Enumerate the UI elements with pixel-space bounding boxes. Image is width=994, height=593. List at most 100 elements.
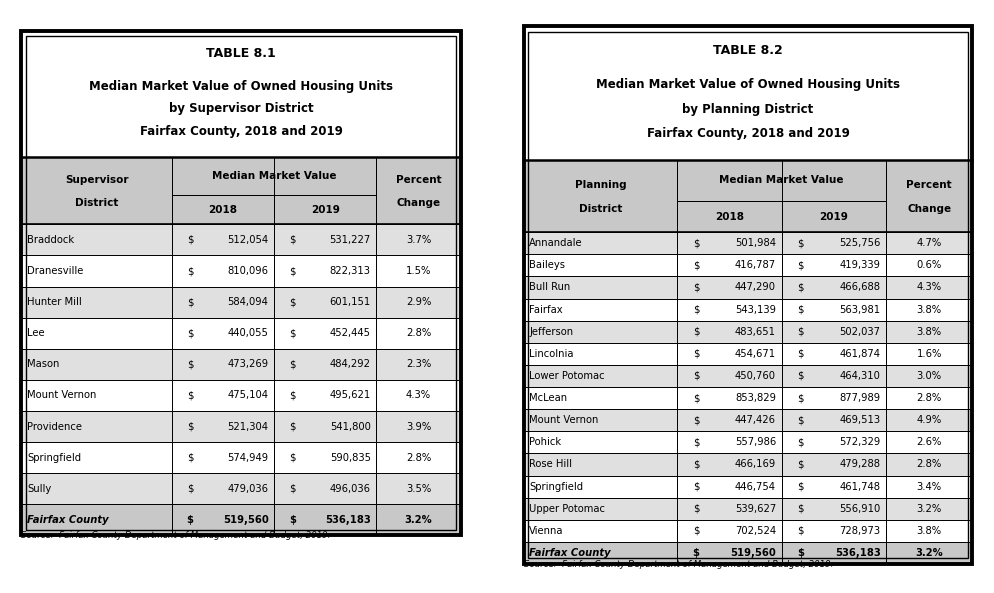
Text: $: $ [693, 238, 699, 248]
Text: $: $ [797, 526, 804, 536]
Bar [781, 498, 887, 520]
Bar [887, 321, 972, 343]
Text: $: $ [797, 482, 804, 492]
Bar [22, 349, 172, 380]
Text: Fairfax County: Fairfax County [27, 515, 108, 525]
Bar [887, 409, 972, 431]
Text: Baileys: Baileys [530, 260, 566, 270]
Text: Pohick: Pohick [530, 438, 562, 447]
Text: 728,973: 728,973 [840, 526, 881, 536]
Bar [887, 476, 972, 498]
Text: $: $ [797, 438, 804, 447]
Bar [172, 318, 274, 349]
Bar [172, 349, 274, 380]
Text: 536,183: 536,183 [325, 515, 371, 525]
Bar [172, 473, 274, 505]
Text: District: District [579, 204, 622, 214]
Text: $: $ [693, 438, 699, 447]
Text: 475,104: 475,104 [228, 390, 268, 400]
Bar [377, 224, 460, 256]
Bar [887, 387, 972, 409]
Bar [524, 160, 677, 232]
Text: $: $ [187, 390, 193, 400]
Text: 479,288: 479,288 [840, 460, 881, 470]
Bar [274, 318, 377, 349]
Text: $: $ [797, 349, 804, 359]
Bar [22, 411, 172, 442]
Text: 539,627: 539,627 [735, 503, 776, 514]
Text: $: $ [289, 235, 295, 245]
Text: $: $ [797, 305, 804, 315]
Bar [781, 201, 887, 232]
Text: $: $ [289, 297, 295, 307]
Bar [22, 505, 172, 535]
Bar [677, 201, 781, 232]
Text: Lee: Lee [27, 329, 45, 338]
Text: Change: Change [908, 204, 951, 214]
Text: 3.7%: 3.7% [406, 235, 431, 245]
Text: 557,986: 557,986 [735, 438, 776, 447]
Bar [524, 365, 677, 387]
Text: $: $ [187, 329, 193, 338]
Text: $: $ [289, 484, 295, 494]
Text: $: $ [289, 390, 295, 400]
Text: Bull Run: Bull Run [530, 282, 571, 292]
Text: $: $ [187, 297, 193, 307]
Bar [524, 498, 677, 520]
Text: Hunter Mill: Hunter Mill [27, 297, 82, 307]
Bar [524, 321, 677, 343]
Bar [887, 431, 972, 454]
Text: Springfield: Springfield [530, 482, 583, 492]
Text: 574,949: 574,949 [228, 452, 268, 463]
Text: 4.9%: 4.9% [916, 415, 942, 425]
Text: 536,183: 536,183 [835, 548, 881, 558]
Text: 601,151: 601,151 [330, 297, 371, 307]
Text: 2.6%: 2.6% [916, 438, 942, 447]
Bar [377, 505, 460, 535]
Bar [377, 349, 460, 380]
Bar [274, 256, 377, 286]
Text: 0.6%: 0.6% [916, 260, 942, 270]
Bar [377, 157, 460, 224]
Text: $: $ [289, 422, 295, 432]
Bar [781, 321, 887, 343]
Text: $: $ [289, 452, 295, 463]
Text: District: District [75, 197, 118, 208]
Text: 3.9%: 3.9% [406, 422, 431, 432]
Text: 2.8%: 2.8% [916, 460, 942, 470]
Text: 4.3%: 4.3% [916, 282, 942, 292]
Text: 502,037: 502,037 [840, 327, 881, 337]
Bar [524, 476, 677, 498]
Bar [524, 542, 677, 564]
Bar [887, 276, 972, 298]
Bar [677, 409, 781, 431]
Bar [172, 224, 274, 256]
Text: $: $ [797, 393, 804, 403]
Text: Mason: Mason [27, 359, 60, 369]
Text: 519,560: 519,560 [223, 515, 268, 525]
Text: 447,290: 447,290 [735, 282, 776, 292]
Text: 2019: 2019 [311, 205, 340, 215]
Bar [274, 505, 377, 535]
Text: $: $ [289, 266, 295, 276]
Bar [274, 442, 377, 473]
Text: 519,560: 519,560 [731, 548, 776, 558]
Bar [887, 298, 972, 321]
Text: TABLE 8.1: TABLE 8.1 [206, 47, 276, 60]
Text: $: $ [693, 393, 699, 403]
Text: $: $ [289, 359, 295, 369]
Text: 4.7%: 4.7% [916, 238, 942, 248]
Text: 466,688: 466,688 [840, 282, 881, 292]
Bar [887, 542, 972, 564]
Bar [677, 276, 781, 298]
Text: 450,760: 450,760 [735, 371, 776, 381]
Text: 1.5%: 1.5% [406, 266, 431, 276]
Bar [887, 160, 972, 232]
Bar [677, 431, 781, 454]
Text: 3.2%: 3.2% [915, 548, 943, 558]
Text: Fairfax County, 2018 and 2019: Fairfax County, 2018 and 2019 [646, 127, 850, 139]
Text: $: $ [797, 260, 804, 270]
Bar [524, 520, 677, 542]
Text: $: $ [187, 359, 193, 369]
Text: 877,989: 877,989 [840, 393, 881, 403]
